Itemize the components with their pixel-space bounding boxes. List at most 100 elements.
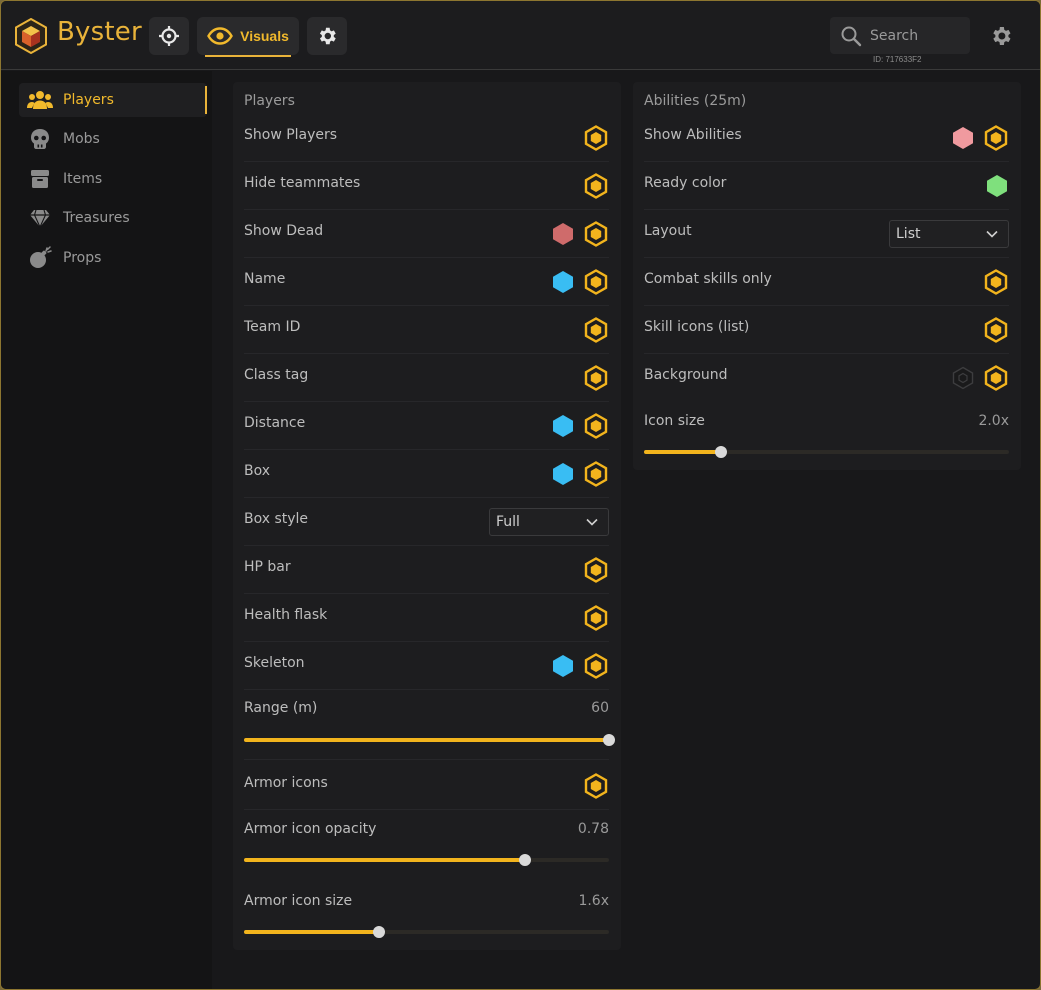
select-value: Full [496, 514, 520, 530]
setting-label: Skill icons (list) [644, 319, 750, 335]
setting-row: Skeleton [244, 642, 609, 690]
toggle-hex-icon[interactable] [583, 221, 609, 247]
box-style-select[interactable]: Full [489, 508, 609, 536]
setting-row: Show Abilities [644, 114, 1009, 162]
setting-label: Armor icons [244, 775, 328, 791]
color-swatch-dark[interactable] [951, 366, 975, 390]
slider-fill [644, 450, 721, 454]
sidebar-item-label: Treasures [63, 210, 130, 226]
settings-tab-button[interactable] [307, 17, 347, 55]
armor-opacity-slider-row: Armor icon opacity 0.78 [244, 821, 609, 881]
setting-label: HP bar [244, 559, 291, 575]
setting-row: Layout List [644, 210, 1009, 258]
slider-handle[interactable] [519, 854, 532, 866]
active-tab-underline [205, 55, 291, 57]
setting-row: Name [244, 258, 609, 306]
toggle-hex-icon[interactable] [583, 557, 609, 583]
color-swatch-blue[interactable] [551, 654, 575, 678]
chevron-down-icon [586, 518, 598, 526]
toggle-hex-icon[interactable] [583, 653, 609, 679]
slider-label: Armor icon opacity [244, 821, 377, 837]
range-slider[interactable] [244, 734, 615, 746]
sidebar-item-label: Items [63, 171, 103, 187]
abilities-panel: Abilities (25m) Show Abilities Ready col… [633, 82, 1021, 470]
toggle-hex-icon[interactable] [983, 269, 1009, 295]
panel-title: Players [244, 93, 295, 109]
icon-size-slider[interactable] [644, 446, 1009, 458]
setting-label: Show Abilities [644, 127, 742, 143]
toggle-hex-icon[interactable] [583, 461, 609, 487]
toggle-hex-icon[interactable] [983, 365, 1009, 391]
byster-logo-icon [15, 18, 47, 54]
setting-label: Ready color [644, 175, 727, 191]
sidebar: Players Mobs I [1, 71, 212, 989]
setting-row: Skill icons (list) [644, 306, 1009, 354]
sidebar-item-items[interactable]: Items [19, 162, 207, 196]
setting-label: Show Players [244, 127, 338, 143]
slider-handle[interactable] [373, 926, 386, 938]
toggle-hex-icon[interactable] [583, 173, 609, 199]
color-swatch-green[interactable] [985, 174, 1009, 198]
sidebar-item-treasures[interactable]: Treasures [19, 201, 207, 235]
setting-row: Distance [244, 402, 609, 450]
panel-title: Abilities (25m) [644, 93, 747, 109]
toggle-hex-icon[interactable] [583, 773, 609, 799]
color-swatch-blue[interactable] [551, 414, 575, 438]
armor-opacity-slider[interactable] [244, 854, 609, 866]
slider-value: 1.6x [578, 893, 609, 909]
setting-row: Show Players [244, 114, 609, 162]
box-icon [27, 166, 53, 192]
slider-handle[interactable] [603, 734, 615, 746]
setting-row: Background [644, 354, 1009, 402]
sidebar-item-players[interactable]: Players [19, 83, 207, 117]
color-swatch-pink[interactable] [951, 126, 975, 150]
slider-fill [244, 738, 609, 742]
color-swatch-red[interactable] [551, 222, 575, 246]
toggle-hex-icon[interactable] [583, 605, 609, 631]
crosshair-tab-button[interactable] [149, 17, 189, 55]
setting-label: Background [644, 367, 728, 383]
slider-value: 60 [591, 700, 609, 716]
visuals-tab-label: Visuals [240, 28, 289, 44]
slider-label: Armor icon size [244, 893, 353, 909]
setting-row: Combat skills only [644, 258, 1009, 306]
toggle-hex-icon[interactable] [583, 317, 609, 343]
slider-handle[interactable] [714, 446, 727, 458]
setting-row: Show Dead [244, 210, 609, 258]
toggle-hex-icon[interactable] [583, 413, 609, 439]
visuals-tab-button[interactable]: Visuals [197, 17, 299, 57]
setting-row: Hide teammates [244, 162, 609, 210]
toggle-hex-icon[interactable] [983, 125, 1009, 151]
toggle-hex-icon[interactable] [983, 317, 1009, 343]
search-input[interactable] [870, 27, 965, 44]
layout-select[interactable]: List [889, 220, 1009, 248]
top-bar: Byster Visuals [1, 1, 1040, 70]
setting-label: Combat skills only [644, 271, 772, 287]
select-value: List [896, 226, 921, 242]
color-swatch-blue[interactable] [551, 462, 575, 486]
setting-label: Layout [644, 223, 692, 239]
gear-icon [319, 27, 336, 45]
slider-label: Icon size [644, 413, 705, 429]
toggle-hex-icon[interactable] [583, 125, 609, 151]
setting-label: Distance [244, 415, 306, 431]
sidebar-item-props[interactable]: Props [19, 241, 207, 275]
sidebar-item-mobs[interactable]: Mobs [19, 122, 207, 156]
setting-label: Hide teammates [244, 175, 361, 191]
sidebar-item-label: Players [63, 92, 114, 108]
setting-row: Class tag [244, 354, 609, 402]
setting-row: Box [244, 450, 609, 498]
eye-icon [207, 27, 233, 45]
users-icon [27, 87, 53, 113]
toggle-hex-icon[interactable] [583, 365, 609, 391]
color-swatch-blue[interactable] [551, 270, 575, 294]
slider-label: Range (m) [244, 700, 318, 716]
setting-label: Health flask [244, 607, 328, 623]
setting-label: Box [244, 463, 271, 479]
search-box[interactable] [830, 17, 970, 54]
setting-row: Box style Full [244, 498, 609, 546]
armor-size-slider[interactable] [244, 926, 609, 938]
toggle-hex-icon[interactable] [583, 269, 609, 295]
gear-icon[interactable] [989, 24, 1013, 48]
